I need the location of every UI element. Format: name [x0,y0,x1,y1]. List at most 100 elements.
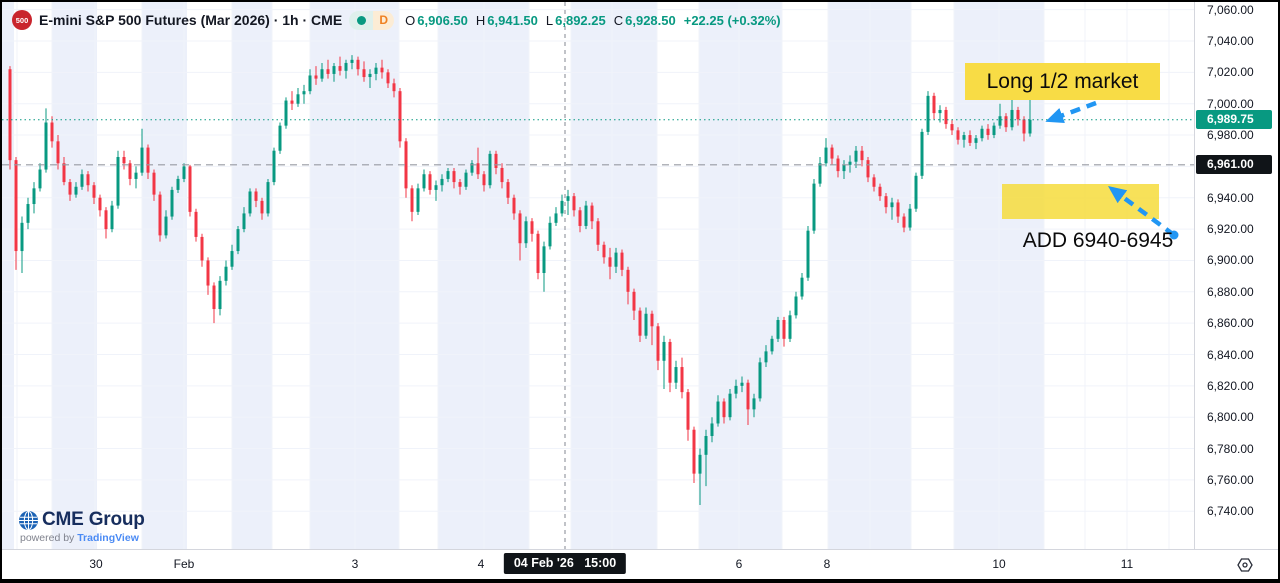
market-status-pill[interactable] [349,10,374,30]
candle [374,67,378,74]
candle [854,150,858,162]
candle [20,222,24,252]
candle [434,185,438,190]
symbol-title[interactable]: E-mini S&P 500 Futures (Mar 2026) · 1h ·… [39,12,343,28]
candle [512,197,516,214]
candle [1022,119,1026,134]
candle [284,100,288,126]
candle [698,454,702,474]
candle [836,158,840,172]
close-value: 6,928.50 [625,12,676,28]
candle [464,172,468,187]
price-axis-label: 6,880.00 [1207,284,1254,299]
delayed-data-badge[interactable]: D [373,10,395,30]
candle [104,210,108,230]
candle [290,100,294,104]
price-axis[interactable]: 7,060.00 7,040.00 7,020.00 7,000.00 6,980.00… [1194,2,1278,549]
price-axis-label: 6,920.00 [1207,222,1254,237]
time-axis-label: 4 [477,557,485,571]
tradingview-link[interactable]: TradingView [77,532,139,544]
candle [314,75,318,79]
candle [338,66,342,71]
candle [518,213,522,244]
candle [626,269,630,292]
candle [590,205,594,222]
candle [164,216,168,236]
price-axis-label: 6,740.00 [1207,504,1254,519]
candle [914,175,918,209]
symbol-logo[interactable]: 500 [12,10,32,30]
time-axis-label: 11 [1120,557,1134,571]
candle [386,72,390,84]
open-label: O [405,12,416,28]
last-price-badge: 6,989.75 [1196,110,1272,130]
session-bands [2,2,1044,549]
candle [410,188,414,212]
candle [416,188,420,212]
arrow-to-add-zone[interactable] [1107,186,1176,237]
candle [938,109,942,114]
candle [680,367,684,393]
candle [560,200,564,214]
candle [440,178,444,186]
candle [734,385,738,394]
time-axis[interactable]: 30 Feb 3 4 6 8 10 11 04 Feb '26 15:00 [2,549,1278,579]
candle [962,135,966,140]
status-pills: D [349,10,395,30]
gridlines [2,2,1194,549]
candle [38,169,42,189]
candle [356,59,360,70]
candle [422,174,426,189]
long-entry-annotation[interactable]: Long 1/2 market [965,63,1160,100]
high-label: H [475,12,486,28]
price-axis-label: 6,760.00 [1207,472,1254,487]
candle [8,69,12,161]
candle [998,116,1002,126]
candle [908,208,912,228]
candle [494,153,498,168]
candle [920,131,924,176]
candle [632,291,636,311]
candle [554,213,558,223]
price-axis-label: 6,840.00 [1207,347,1254,362]
cme-watermark: CME Group powered by TradingView [19,509,145,544]
candle [446,171,450,179]
candle [716,401,720,424]
candle [44,122,48,170]
candle [500,167,504,183]
change-value: +22.25 (+0.32%) [683,12,781,28]
price-axis-label: 7,040.00 [1207,34,1254,48]
candle [524,221,528,244]
add-zone-rectangle[interactable] [1002,184,1159,219]
candle [956,130,960,140]
candle [1004,116,1008,128]
candle [86,174,90,186]
low-label: L [545,12,554,28]
candle [14,160,18,252]
candle [56,141,60,164]
candle [200,236,204,261]
arrow-to-last-price[interactable] [1045,100,1097,123]
price-axis-label: 7,060.00 [1207,2,1254,17]
candle [710,423,714,437]
add-zone-annotation[interactable]: ADD 6940-6945 [1022,229,1174,252]
candle [248,191,252,214]
candle [860,150,864,161]
candle [926,95,930,132]
price-axis-label: 7,000.00 [1207,96,1254,111]
candle [470,163,474,173]
candle [686,392,690,430]
scale-settings-icon[interactable] [1237,558,1253,572]
candle [350,59,354,63]
candle [950,124,954,131]
candle [620,252,624,270]
candle [878,186,882,197]
candle [308,75,312,92]
candle [404,141,408,189]
candle [1016,109,1020,120]
candle [344,62,348,71]
candle [656,326,660,361]
time-axis-label: 6 [735,557,743,571]
candle [476,163,480,175]
candle [458,182,462,187]
